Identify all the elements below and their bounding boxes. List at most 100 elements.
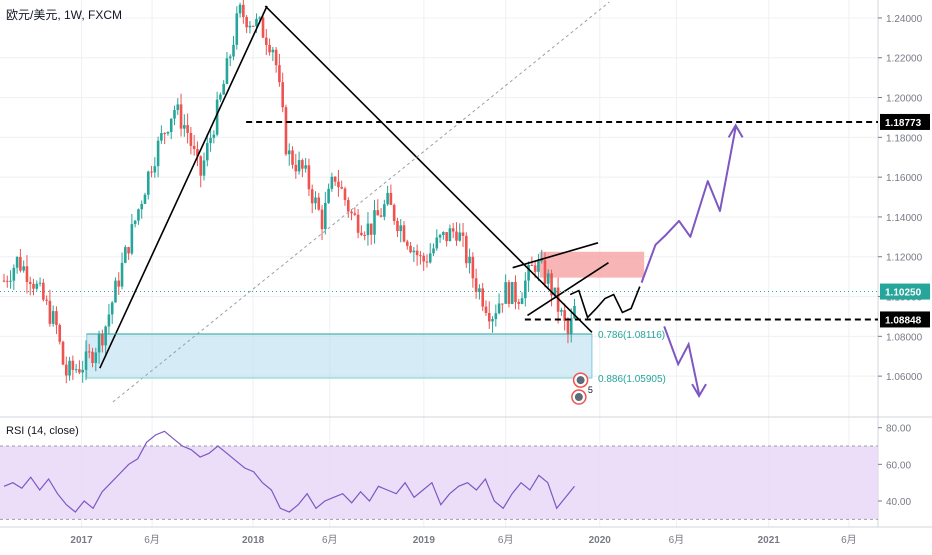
candle-body [346,200,350,212]
candle-body [120,262,124,287]
bullish-projection [640,127,737,283]
candle-body [5,280,9,282]
time-tick-label: 6月 [841,534,857,546]
candle-body [360,232,363,235]
candle-body [376,210,380,216]
candle-body [248,25,252,28]
candle-body [51,311,55,324]
candle-body [491,319,494,322]
candle-body [465,235,468,264]
candle-body [573,306,576,319]
candle-body [530,265,534,267]
candle-body [428,253,432,263]
price-tick-label: 1.20000 [886,94,923,105]
candle-body [333,176,337,182]
candle-body [87,351,91,353]
candle-body [353,213,357,215]
event-marker-2-inner [574,393,583,402]
candle-body [137,209,140,221]
level-1-badge [880,113,930,130]
candle-body [550,273,553,296]
price-tick-label: 1.14000 [886,213,923,224]
candle-body [438,234,442,238]
candle-body [163,133,166,135]
candle-body [392,204,396,221]
candle-body [228,56,232,59]
candle-body [458,232,462,241]
candle-body [510,282,514,304]
candle-body [219,94,222,100]
candle-body [537,260,540,272]
candle-body [238,4,242,14]
candle-body [301,160,304,169]
candle-body [2,280,6,282]
candle-body [268,44,271,53]
downtrend-line [264,5,593,333]
candle-body [494,313,498,320]
fib-label-2: 0.886(1.05905) [598,374,666,385]
candle-body [232,44,235,57]
candle-body [242,4,245,18]
candle-body [481,288,484,307]
candle-body [143,194,147,204]
candle-body [524,280,527,299]
candle-body [310,189,314,204]
candle-body [265,37,268,45]
candle-body [455,231,458,241]
candle-body [12,267,16,281]
time-tick-label: 2021 [758,535,781,546]
candle-body [173,110,176,119]
candle-body [399,225,403,232]
rsi-tick-label: 60.00 [886,460,911,471]
candle-body [517,301,521,304]
candle-body [15,257,19,268]
candle-body [543,260,547,284]
candle-body [74,369,78,371]
rsi-title: RSI (14, close) [6,425,79,437]
wedge-upper-line [512,242,599,269]
candle-body [61,341,65,365]
candle-body [324,202,327,230]
candle-body [271,49,275,53]
candle-body [140,203,144,210]
candle-body [258,17,262,19]
candle-body [209,137,212,144]
candle-body [251,25,255,27]
candle-body [396,220,399,232]
demand-zone [86,333,593,379]
candle-body [412,250,416,253]
candle-body [320,209,324,230]
candle-body [546,273,550,284]
candle-body [245,17,248,28]
candle-body [409,245,412,253]
candle-body [9,280,12,282]
candle-body [497,303,501,314]
candle-body [389,192,393,205]
candle-body [504,282,507,304]
candle-body [124,247,127,263]
price-tick-label: 1.08000 [886,332,923,343]
candle-body [291,150,294,165]
time-tick-label: 6月 [144,534,160,546]
candle-body [363,234,366,236]
candles-group [2,0,576,384]
candle-body [84,351,88,370]
candle-body [379,215,383,217]
time-tick-label: 2017 [70,535,93,546]
candle-body [166,132,170,134]
candle-body [422,255,425,262]
candle-body [314,197,317,204]
time-tick-label: 6月 [322,534,338,546]
candle-body [461,232,465,236]
candle-body [192,145,196,150]
price-tick-label: 1.24000 [886,14,923,25]
candle-body [176,104,180,111]
candle-body [281,82,284,108]
candle-body [169,118,173,133]
level-3-badge-label: 1.08848 [885,315,922,326]
price-tick-label: 1.16000 [886,173,923,184]
candle-body [55,311,58,326]
candle-body [48,300,52,324]
candle-body [179,104,183,129]
